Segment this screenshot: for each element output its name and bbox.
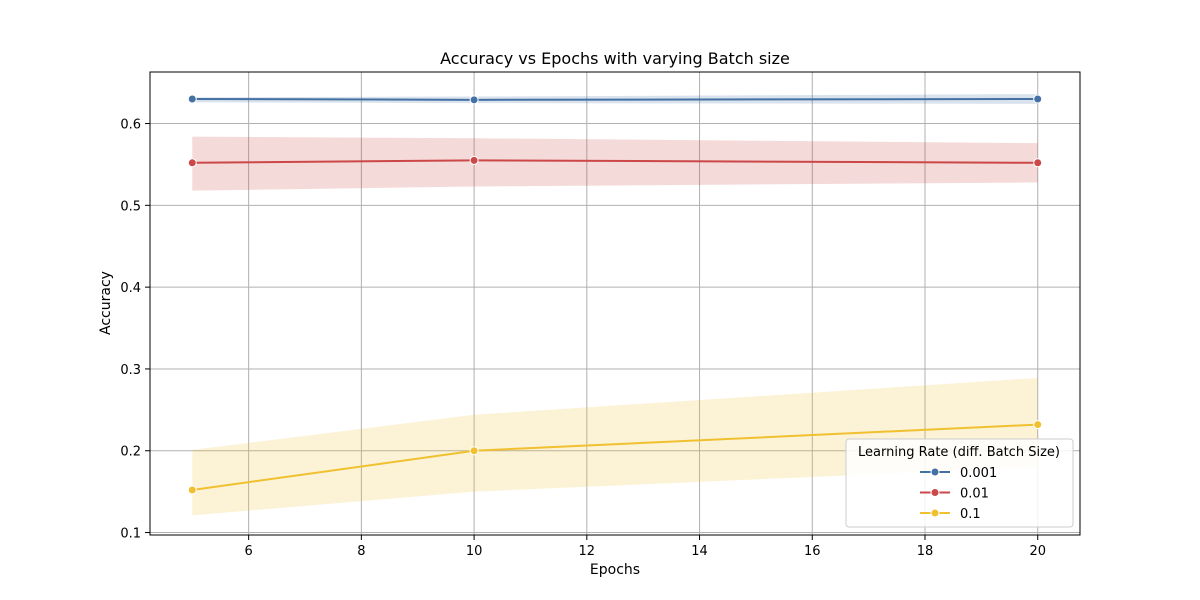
legend: Learning Rate (diff. Batch Size) 0.0010.… — [845, 438, 1074, 528]
legend-label-0.1: 0.1 — [960, 507, 981, 522]
legend-marker-0.001 — [930, 467, 940, 477]
axis-ticks: 6 8 10 12 14 16 18 20 0.1 0.2 0.3 0.4 0.5 0.6 — [120, 118, 1046, 559]
x-tick-label: 18 — [917, 544, 934, 559]
confidence-band-0.1 — [192, 377, 1038, 516]
y-tick-label: 0.4 — [120, 281, 141, 296]
legend-label-0.001: 0.001 — [960, 466, 997, 481]
x-tick-label: 8 — [357, 544, 365, 559]
legend-title: Learning Rate (diff. Batch Size) — [858, 445, 1060, 460]
x-tick-label: 6 — [244, 544, 252, 559]
data-point-0.1 — [1033, 420, 1043, 430]
data-point-0.001 — [187, 94, 197, 104]
y-tick-label: 0.2 — [120, 445, 141, 460]
legend-marker-0.1 — [930, 508, 940, 518]
chart-title: Accuracy vs Epochs with varying Batch si… — [440, 49, 790, 68]
data-point-0.001 — [1033, 94, 1043, 104]
x-tick-label: 20 — [1029, 544, 1046, 559]
data-point-0.01 — [187, 158, 197, 168]
y-tick-label: 0.3 — [120, 363, 141, 378]
data-point-0.1 — [469, 446, 479, 456]
x-tick-label: 16 — [804, 544, 821, 559]
legend-marker-0.01 — [930, 488, 940, 497]
x-tick-label: 12 — [579, 544, 596, 559]
data-point-0.01 — [1033, 158, 1043, 168]
y-tick-label: 0.6 — [120, 118, 141, 133]
confidence-band-0.01 — [192, 136, 1038, 191]
data-point-0.001 — [469, 95, 479, 105]
confidence-bands — [192, 94, 1038, 516]
y-axis-label: Accuracy — [98, 271, 114, 335]
y-tick-label: 0.1 — [120, 527, 141, 542]
legend-label-0.01: 0.01 — [960, 487, 989, 502]
x-tick-label: 10 — [466, 544, 483, 559]
legend-entries: 0.001 0.01 0.1 — [920, 466, 997, 522]
data-point-0.01 — [469, 155, 479, 165]
x-tick-label: 14 — [691, 544, 708, 559]
series-lines — [187, 94, 1043, 495]
y-tick-label: 0.5 — [120, 199, 141, 214]
x-axis-label: Epochs — [590, 562, 640, 578]
plot-frame — [149, 71, 1081, 536]
series-line-0.001 — [192, 97, 1038, 101]
data-point-0.1 — [187, 485, 197, 495]
legend-box — [845, 438, 1074, 528]
